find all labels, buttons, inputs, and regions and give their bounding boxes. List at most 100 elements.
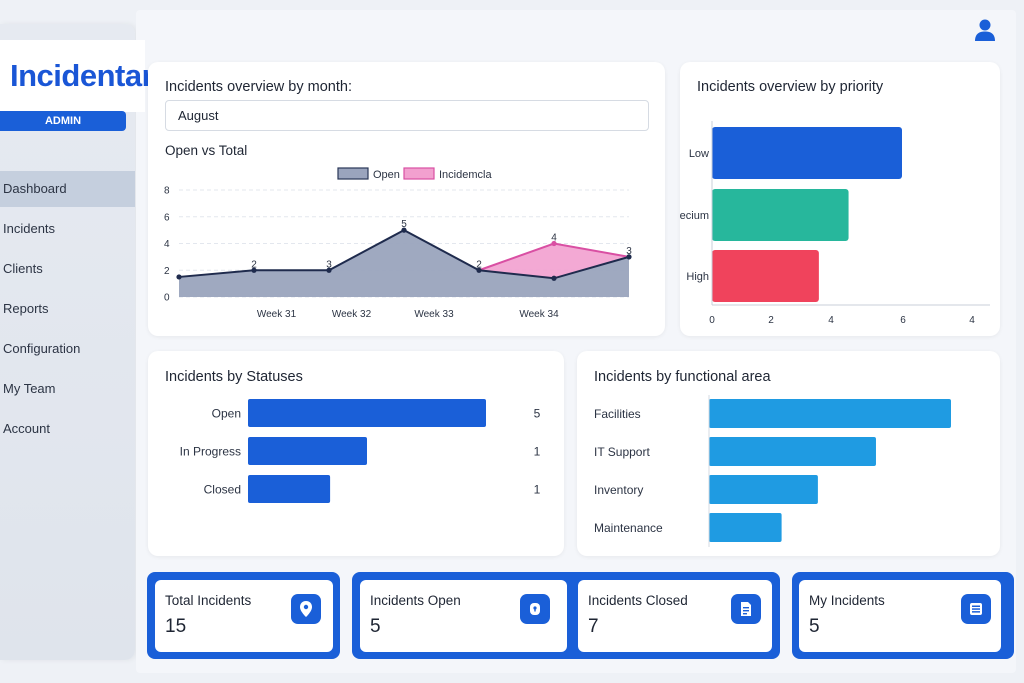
priority-category-label: High (686, 271, 709, 283)
y-tick-label: 2 (164, 266, 170, 277)
status-bar (248, 475, 331, 503)
data-label: 3 (326, 259, 332, 270)
x-tick-label: 4 (828, 315, 834, 326)
stat-value: 5 (370, 616, 381, 637)
priority-overview-title: Incidents overview by priority (697, 79, 884, 95)
legend-label-open: Open (373, 169, 400, 181)
data-point (551, 275, 557, 281)
y-tick-label: 0 (164, 293, 170, 304)
stat-label: Incidents Open (370, 593, 461, 608)
document-icon (731, 594, 761, 624)
open-vs-total-chart: Open Incidemcla 0 2 4 6 8 Week 31 Week 32 Week … (164, 167, 632, 320)
x-tick-label: Week 31 (257, 309, 297, 320)
data-point (626, 254, 632, 260)
priority-overview-card: Incidents overview by priority Low Mecium… (680, 62, 1000, 336)
sidebar-item-clients[interactable]: Clients (3, 261, 43, 276)
lock-icon (520, 594, 550, 624)
y-tick-label: 4 (164, 239, 170, 250)
month-overview-card: Incidents overview by month: August Open… (148, 62, 665, 336)
data-point (326, 267, 332, 273)
y-tick-label: 6 (164, 212, 170, 223)
x-tick-label: 6 (900, 315, 906, 326)
pin-icon (291, 594, 321, 624)
stat-label: Incidents Closed (588, 593, 688, 608)
statuses-chart: Open 5 In Progress 1 Closed 1 (180, 399, 541, 503)
status-bar (248, 437, 367, 465)
area-bar (709, 513, 782, 542)
stat-card-incidents-open[interactable]: Incidents Open 5 (360, 580, 567, 652)
area-category-label: Inventory (594, 483, 643, 497)
app-logo[interactable]: Incidentar (0, 40, 154, 112)
series-area-open (179, 230, 629, 297)
priority-bar (712, 189, 849, 241)
data-point (176, 274, 182, 280)
chart-subtitle: Open vs Total (165, 143, 248, 158)
legend-swatch-open (337, 167, 369, 180)
priority-category-label: Low (689, 148, 709, 160)
status-value-label: 1 (534, 483, 541, 497)
series-area-total (479, 243, 629, 279)
sidebar-item-incidents[interactable]: Incidents (3, 221, 56, 236)
status-category-label: In Progress (180, 445, 241, 459)
stat-value: 15 (165, 616, 187, 637)
data-point (476, 267, 482, 273)
functional-area-title: Incidents by functional area (594, 369, 771, 385)
legend-swatch-total (403, 167, 435, 180)
data-label: 4 (551, 233, 557, 244)
status-category-label: Closed (204, 483, 241, 497)
stat-card-total-incidents[interactable]: Total Incidents 15 (155, 580, 333, 652)
sidebar-item-account[interactable]: Account (3, 421, 50, 436)
app-name: Incidentar (10, 58, 154, 93)
sidebar-item-reports[interactable]: Reports (3, 301, 49, 316)
sidebar-item-my-team[interactable]: My Team (3, 381, 56, 396)
functional-area-chart: Facilities IT Support Inventory Maintenance (594, 395, 951, 547)
priority-bar (712, 250, 819, 302)
data-point (401, 227, 407, 233)
x-tick-label: 0 (709, 315, 715, 326)
sidebar-item-configuration[interactable]: Configuration (3, 341, 81, 356)
functional-area-card: Incidents by functional area Facilities I… (577, 351, 1000, 556)
status-category-label: Open (212, 407, 241, 421)
data-label: 2 (476, 259, 482, 270)
stat-value: 5 (809, 616, 820, 637)
data-label: 2 (251, 259, 257, 270)
statuses-card: Incidents by Statuses Open 5 In Progress 1 C… (148, 351, 564, 556)
area-bar (709, 399, 951, 428)
area-bar (709, 437, 876, 466)
area-category-label: IT Support (594, 445, 650, 459)
stat-value: 7 (588, 616, 599, 637)
stat-card-my-incidents[interactable]: My Incidents 5 (799, 580, 1001, 652)
statuses-title: Incidents by Statuses (165, 369, 303, 385)
chart-legend: Open Incidemcla (337, 167, 492, 181)
data-point (251, 267, 257, 273)
legend-label-total: Incidemcla (439, 169, 492, 181)
area-category-label: Maintenance (594, 521, 663, 535)
x-tick-label: Week 33 (414, 309, 454, 320)
data-point (551, 240, 557, 247)
list-icon (961, 594, 991, 624)
x-tick-label: 2 (768, 315, 774, 326)
status-value-label: 5 (534, 407, 541, 421)
data-label: 3 (626, 246, 632, 257)
month-overview-title: Incidents overview by month: (165, 79, 352, 95)
data-label: 5 (401, 219, 407, 230)
area-category-label: Facilities (594, 407, 641, 421)
x-tick-label: 4 (969, 315, 975, 326)
stat-label: My Incidents (809, 593, 885, 608)
stat-card-incidents-closed[interactable]: Incidents Closed 7 (578, 580, 772, 652)
priority-bar (712, 127, 902, 179)
status-bar (248, 399, 486, 427)
status-value-label: 1 (534, 445, 541, 459)
x-tick-label: Week 32 (332, 309, 372, 320)
sidebar-nav: Dashboard Incidents Clients Reports Conf… (0, 171, 135, 451)
x-tick-label: Week 34 (519, 309, 559, 320)
area-bar (709, 475, 818, 504)
priority-category-label: Mecium (680, 210, 709, 222)
user-icon[interactable] (974, 18, 996, 42)
stat-label: Total Incidents (165, 593, 252, 608)
sidebar-item-dashboard[interactable]: Dashboard (0, 171, 135, 207)
y-tick-label: 8 (164, 186, 170, 197)
role-badge: ADMIN (0, 111, 126, 131)
priority-chart: Low Mecium High 0 2 4 6 4 (680, 121, 990, 326)
month-select[interactable]: August (165, 100, 649, 131)
